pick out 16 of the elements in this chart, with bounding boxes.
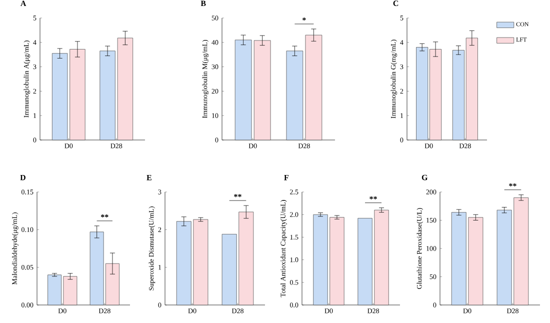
bar: [305, 34, 322, 140]
chart-title: A: [20, 0, 26, 6]
bar: [286, 50, 304, 140]
chart-title: G: [422, 174, 428, 180]
annotation: **: [370, 196, 377, 200]
bar: [254, 40, 271, 140]
chart-title: C: [393, 0, 398, 6]
chart-title: D: [20, 174, 26, 180]
chart-title: B: [200, 0, 206, 6]
bar: [234, 40, 252, 140]
chart-title: E: [146, 174, 152, 180]
text: **: [509, 183, 516, 186]
annotation: **: [234, 194, 242, 198]
annotation: *: [302, 18, 306, 21]
chart-title: F: [284, 174, 288, 180]
annotation: **: [100, 214, 108, 218]
